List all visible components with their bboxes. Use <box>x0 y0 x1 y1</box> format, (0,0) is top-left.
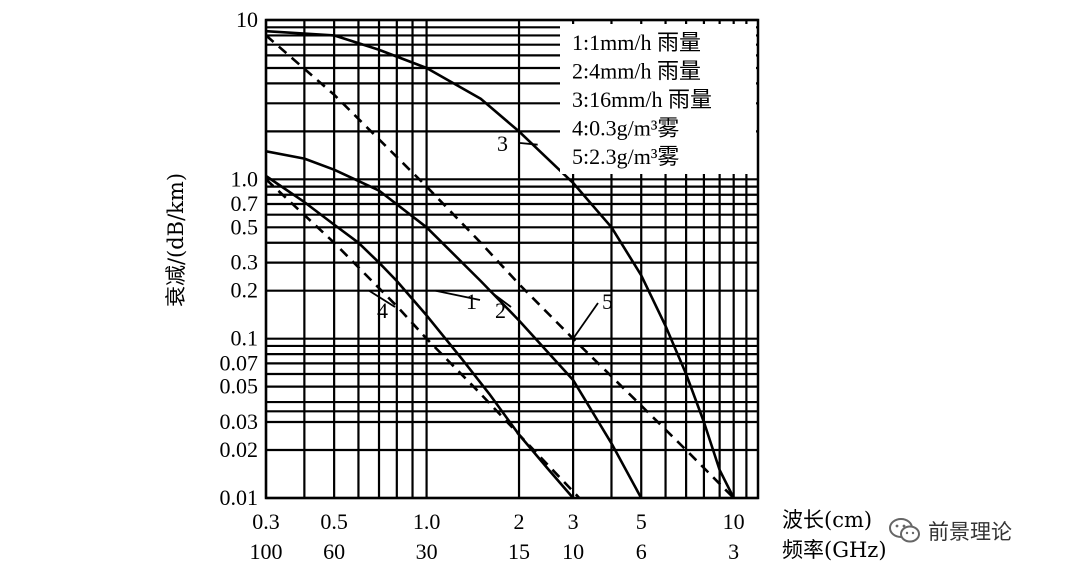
x-tick-label: 0.3 <box>252 509 280 534</box>
series-5-line <box>266 34 736 498</box>
curve-label: 2 <box>495 298 506 323</box>
frequency-tick-label: 30 <box>416 539 438 564</box>
legend-entry: 3:16mm/h 雨量 <box>572 87 712 112</box>
curve-label-leader <box>368 289 396 308</box>
legend-entry: 1:1mm/h 雨量 <box>572 30 701 55</box>
curve-label: 1 <box>466 289 477 314</box>
watermark: 前景理论 <box>888 516 1012 546</box>
series-1-line <box>266 174 575 498</box>
x-axis-title: 波长(cm) <box>782 508 872 532</box>
y-tick-label: 0.07 <box>220 350 259 375</box>
y-tick-label: 0.05 <box>220 374 259 399</box>
watermark-text: 前景理论 <box>928 520 1012 544</box>
x2-axis-title: 频率(GHz) <box>782 538 887 562</box>
curve-label: 4 <box>377 298 388 323</box>
curve-label-leader <box>435 289 481 301</box>
wechat-icon <box>889 518 920 543</box>
y-tick-label: 1.0 <box>231 166 259 191</box>
frequency-tick-label: 10 <box>562 539 584 564</box>
frequency-tick-label: 6 <box>636 539 647 564</box>
y-tick-label: 0.1 <box>231 326 259 351</box>
wavelength-tick-labels: 0.3 0.5 1.0 2 3 5 10 <box>252 509 744 534</box>
curve-label-leader <box>488 289 512 308</box>
series-2-line <box>266 150 643 498</box>
series-3-line <box>266 29 735 498</box>
y-tick-label: 10 <box>236 7 258 32</box>
series-4-line <box>266 178 582 498</box>
legend-entry: 4:0.3g/m³雾 <box>572 116 679 141</box>
curve-label: 5 <box>602 289 613 314</box>
x-tick-label: 5 <box>636 509 647 534</box>
curve-labels: 1 2 3 4 5 <box>368 131 613 340</box>
frequency-tick-label: 15 <box>508 539 530 564</box>
legend-entry: 2:4mm/h 雨量 <box>572 59 701 84</box>
x-tick-label: 2 <box>514 509 525 534</box>
legend-box <box>560 24 756 174</box>
y-tick-label: 0.7 <box>231 191 259 216</box>
y-tick-labels: 10 1.00.70.5 0.3 0.2 0.10.070.05 0.03 0.02 0.01 <box>220 7 259 510</box>
curve-label-leader <box>519 142 538 146</box>
plot-frame <box>264 18 760 500</box>
y-tick-label: 0.02 <box>220 437 259 462</box>
curve-label-leader <box>572 302 599 340</box>
y-tick-label: 0.01 <box>220 485 259 510</box>
x-tick-label: 0.5 <box>320 509 348 534</box>
legend: 1:1mm/h 雨量 2:4mm/h 雨量 3:16mm/h 雨量 4:0.3g/m³… <box>572 30 712 169</box>
x-tick-label: 1.0 <box>413 509 441 534</box>
curves <box>266 29 736 498</box>
x-tick-label: 10 <box>723 509 745 534</box>
frequency-tick-label: 60 <box>323 539 345 564</box>
legend-entry: 5:2.3g/m³雾 <box>572 144 679 169</box>
x-tick-label: 3 <box>568 509 579 534</box>
frequency-tick-label: 100 <box>250 539 283 564</box>
y-tick-label: 0.3 <box>231 250 259 275</box>
y-tick-label: 0.2 <box>231 278 259 303</box>
curve-label: 3 <box>497 131 508 156</box>
frequency-tick-labels: 100 60 30 15 10 6 3 <box>250 539 740 564</box>
frequency-tick-label: 3 <box>728 539 739 564</box>
y-tick-label: 0.5 <box>231 214 259 239</box>
y-tick-label: 0.03 <box>220 409 259 434</box>
y-axis-title: 衰减/(dB/km) <box>164 173 188 307</box>
